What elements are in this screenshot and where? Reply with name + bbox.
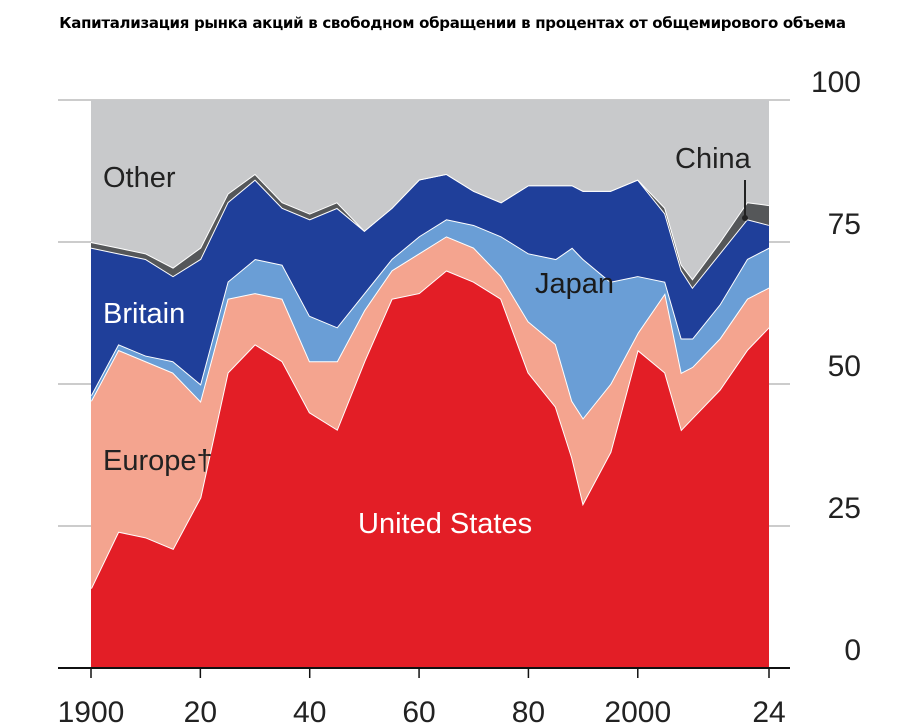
y-tick-label: 0 [844, 634, 861, 667]
x-tick-label: 2000 [604, 696, 671, 728]
series-label-europe: Europe† [103, 445, 213, 477]
x-tick-label: 60 [402, 696, 435, 728]
area-china [91, 173, 769, 288]
y-tick-label: 75 [828, 208, 861, 241]
y-tick-label: 100 [811, 66, 861, 99]
area-britain [91, 173, 769, 396]
area-europe [91, 236, 769, 589]
y-tick-label: 25 [828, 492, 861, 525]
area-united-states [91, 270, 769, 668]
x-tick-label: 20 [184, 696, 217, 728]
series-label-united-states: United States [358, 508, 532, 540]
series-label-japan: Japan [535, 268, 614, 300]
boundary-china [90, 172, 770, 281]
x-tick-label: 40 [293, 696, 326, 728]
y-tick-label: 50 [828, 350, 861, 383]
area-japan [91, 219, 769, 419]
area-other [91, 100, 769, 279]
x-tick-label: 24 [752, 696, 785, 728]
x-tick-label: 1900 [58, 696, 125, 728]
series-label-britain: Britain [103, 298, 185, 330]
series-label-other: Other [103, 162, 176, 194]
chart-title: Капитализация рынка акций в свободном об… [59, 14, 846, 32]
china-pointer-dot [742, 215, 748, 221]
x-tick-label: 80 [512, 696, 545, 728]
series-label-china: China [675, 143, 752, 175]
